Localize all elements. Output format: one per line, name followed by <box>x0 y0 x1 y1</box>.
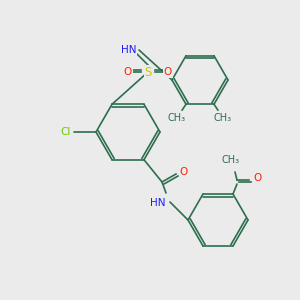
Text: CH₃: CH₃ <box>214 113 232 123</box>
Text: CH₃: CH₃ <box>222 155 240 165</box>
Text: HN: HN <box>121 45 137 55</box>
Text: O: O <box>164 67 172 77</box>
Text: O: O <box>124 67 132 77</box>
Text: O: O <box>180 167 188 177</box>
Text: O: O <box>253 173 261 183</box>
Text: CH₃: CH₃ <box>168 113 186 123</box>
Text: Cl: Cl <box>61 127 71 137</box>
Text: S: S <box>144 65 152 79</box>
Text: HN: HN <box>150 198 166 208</box>
